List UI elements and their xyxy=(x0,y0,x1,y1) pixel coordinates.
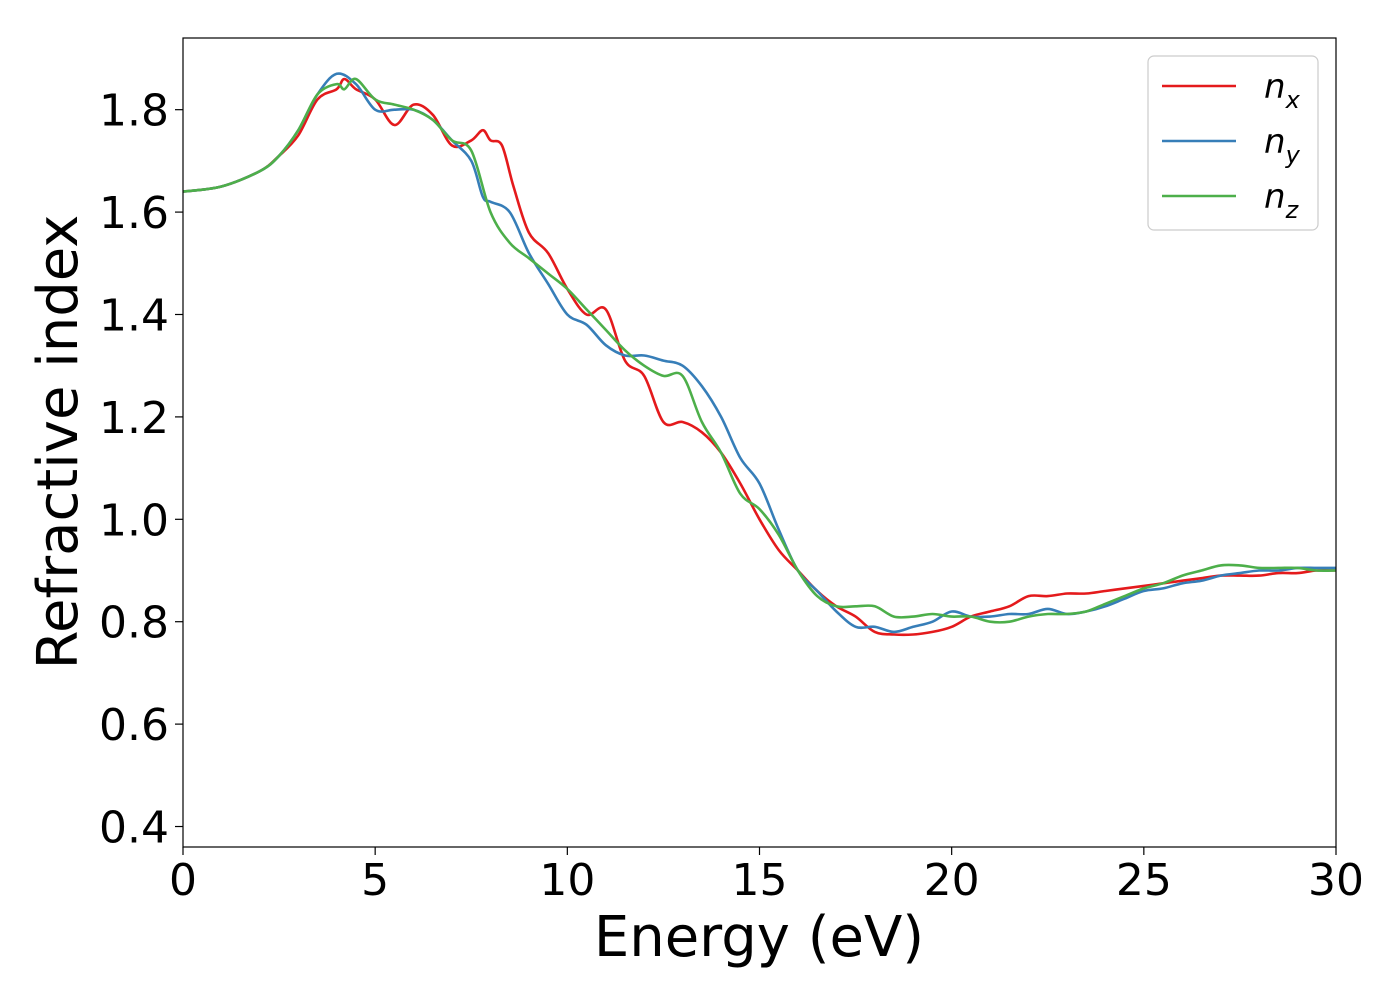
x-tick-label: 10 xyxy=(539,855,595,906)
y-tick-label: 1.4 xyxy=(99,290,169,341)
y-axis: 0.4 0.6 0.8 1.0 1.2 1.4 1.6 1.8 xyxy=(99,86,183,854)
y-tick-label: 0.4 xyxy=(99,803,169,854)
x-tick-label: 25 xyxy=(1116,855,1172,906)
series-line-nz xyxy=(182,77,1337,624)
x-tick-label: 15 xyxy=(732,855,788,906)
y-axis-label: Refractive index xyxy=(26,215,91,670)
x-tick-label: 0 xyxy=(169,855,197,906)
y-tick-label: 1.0 xyxy=(99,495,169,546)
y-tick-label: 1.2 xyxy=(99,393,169,444)
series-layer xyxy=(182,72,1337,637)
y-tick-label: 1.8 xyxy=(99,86,169,137)
legend-box xyxy=(1147,55,1319,231)
y-tick-label: 0.6 xyxy=(99,700,169,751)
x-tick-label: 5 xyxy=(361,855,389,906)
x-axis-label: Energy (eV) xyxy=(594,905,924,970)
y-tick-label: 0.8 xyxy=(99,598,169,649)
x-axis: 0 5 10 15 20 25 30 xyxy=(169,847,1364,906)
x-tick-label: 20 xyxy=(924,855,980,906)
x-tick-label: 30 xyxy=(1308,855,1364,906)
y-tick-label: 1.6 xyxy=(99,188,169,239)
